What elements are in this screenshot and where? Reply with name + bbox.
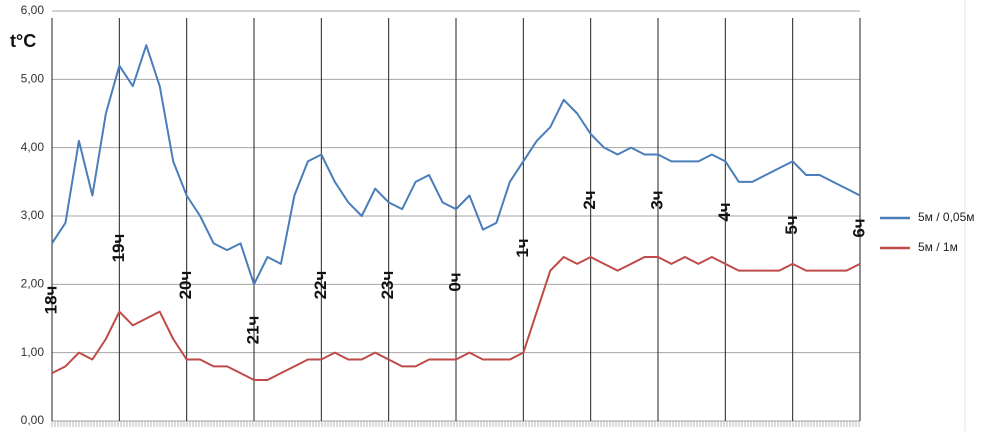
y-tick-label: 6,00	[21, 3, 45, 17]
x-tick-label: 2ч	[580, 190, 599, 209]
x-tick-label: 21ч	[243, 316, 262, 345]
legend-label: 5м / 1м	[918, 240, 958, 254]
y-axis-label: t°C	[10, 31, 36, 51]
x-tick-label: 4ч	[715, 202, 734, 221]
x-tick-label: 19ч	[109, 234, 128, 263]
y-tick-label: 3,00	[21, 208, 45, 222]
y-tick-label: 0,00	[21, 413, 45, 427]
x-tick-label: 22ч	[311, 271, 330, 300]
y-tick-label: 2,00	[21, 277, 45, 291]
x-tick-label: 6ч	[849, 218, 868, 237]
x-tick-label: 1ч	[513, 238, 532, 257]
x-tick-label: 18ч	[41, 286, 60, 315]
y-tick-label: 5,00	[21, 72, 45, 86]
x-tick-label: 5ч	[782, 215, 801, 234]
legend-label: 5м / 0,05м	[918, 210, 975, 224]
x-tick-label: 0ч	[445, 272, 464, 291]
y-tick-label: 1,00	[21, 345, 45, 359]
y-tick-label: 4,00	[21, 140, 45, 154]
series-line	[51, 256, 861, 381]
x-tick-label: 20ч	[176, 271, 195, 300]
x-tick-label: 3ч	[647, 190, 666, 209]
series-line	[51, 44, 861, 286]
x-tick-label: 23ч	[378, 271, 397, 300]
